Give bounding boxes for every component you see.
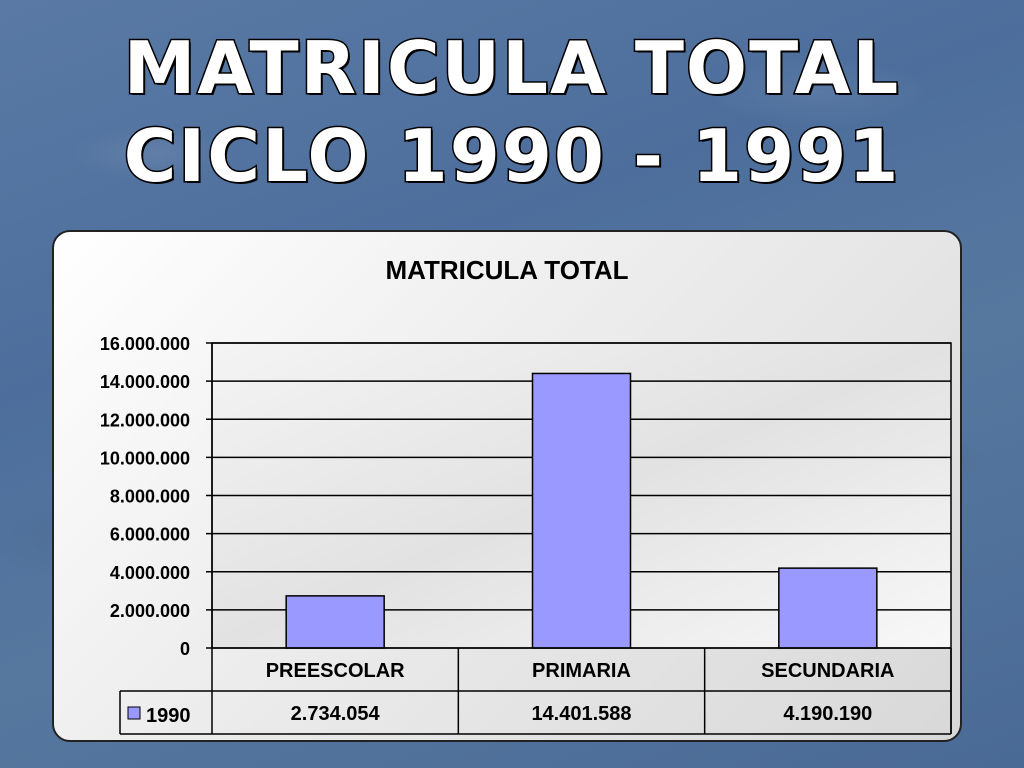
y-tick-label: 4.000.000 (110, 563, 190, 583)
category-label: PRIMARIA (532, 660, 631, 682)
category-label: PREESCOLAR (266, 660, 405, 682)
bar-secundaria (778, 567, 878, 649)
y-tick-label: 14.000.000 (100, 372, 190, 392)
y-tick-label: 0 (180, 639, 190, 659)
chart-title: MATRICULA TOTAL (385, 255, 628, 285)
bar-primaria (531, 372, 632, 649)
y-tick-label: 2.000.000 (110, 601, 190, 621)
y-tick-label: 6.000.000 (110, 525, 190, 545)
y-tick-label: 10.000.000 (100, 448, 190, 468)
y-tick-label: 8.000.000 (110, 487, 190, 507)
slide-title-line-1: MATRICULA TOTAL (122, 26, 901, 110)
chart-panel: MATRICULA TOTAL 0 2.000.000 4.000.000 6.000.… (52, 230, 962, 742)
data-value-label: 4.190.190 (783, 703, 872, 725)
category-label: SECUNDARIA (761, 660, 894, 682)
legend-series-name: 1990 (146, 705, 191, 727)
y-tick-label: 16.000.000 (100, 334, 190, 354)
data-value-label: 2.734.054 (291, 703, 381, 725)
bar-preescolar (285, 595, 385, 649)
legend-swatch (127, 706, 141, 720)
y-tick-label: 12.000.000 (100, 410, 190, 430)
slide-title-line-2: CICLO 1990 - 1991 (122, 114, 901, 198)
bar-chart: MATRICULA TOTAL 0 2.000.000 4.000.000 6.000.… (100, 255, 952, 735)
data-value-label: 14.401.588 (531, 703, 631, 725)
